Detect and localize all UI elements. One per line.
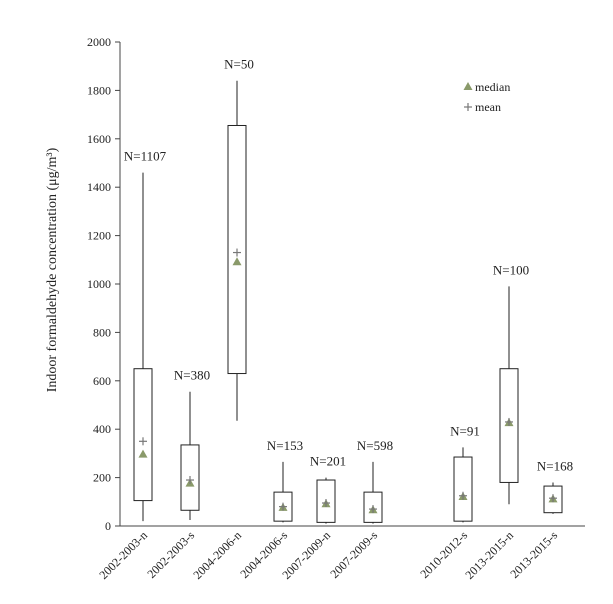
x-category-label: 2004-2006-n xyxy=(190,528,244,582)
iqr-box xyxy=(133,368,153,502)
mean-marker xyxy=(322,499,330,508)
mean-marker xyxy=(369,505,377,514)
n-label: N=91 xyxy=(450,423,480,438)
y-tick-label: 1200 xyxy=(87,229,111,243)
box-series: N=1107 2002-2003-n N=380 2002-2003-s N=50 200… xyxy=(96,57,573,582)
y-tick-label: 600 xyxy=(93,374,111,388)
y-tick-label: 1600 xyxy=(87,132,111,146)
legend-median-icon xyxy=(463,82,473,90)
y-tick-label: 800 xyxy=(93,325,111,339)
axes: 0 200 400 600 800 1000 1200 1400 1600 1800 2000 xyxy=(87,35,585,533)
mean-marker xyxy=(505,417,513,426)
x-category-label: 2013-2015-s xyxy=(507,528,560,581)
y-tick-label: 1000 xyxy=(87,277,111,291)
y-tick-label: 0 xyxy=(105,519,111,533)
y-tick-label: 1400 xyxy=(87,180,111,194)
mean-marker xyxy=(549,494,557,503)
n-label: N=50 xyxy=(224,57,254,72)
mean-marker xyxy=(279,502,287,511)
median-marker xyxy=(138,449,148,458)
legend: median mean xyxy=(463,80,510,114)
mean-marker xyxy=(233,248,241,257)
box-2013-2015-n: N=100 2013-2015-n xyxy=(462,262,529,582)
mean-marker xyxy=(139,437,147,446)
n-label: N=598 xyxy=(357,438,393,453)
box-2002-2003-s: N=380 2002-2003-s xyxy=(144,368,210,581)
n-label: N=380 xyxy=(174,368,210,383)
y-tick-label: 2000 xyxy=(87,35,111,49)
n-label: N=1107 xyxy=(124,149,167,164)
x-category-label: 2002-2003-s xyxy=(144,528,197,581)
iqr-box xyxy=(453,456,473,522)
mean-marker xyxy=(186,476,194,485)
legend-median-label: median xyxy=(475,80,510,94)
x-category-label: 2002-2003-n xyxy=(96,528,150,582)
y-tick-label: 1800 xyxy=(87,83,111,97)
box-2002-2003-n: N=1107 2002-2003-n xyxy=(96,149,166,582)
x-category-label: 2013-2015-n xyxy=(462,528,516,582)
n-label: N=201 xyxy=(310,454,346,469)
y-tick-label: 400 xyxy=(93,422,111,436)
y-axis-label: Indoor formaldehyde concentration (μg/m³… xyxy=(45,147,60,392)
n-label: N=168 xyxy=(537,458,573,473)
n-label: N=100 xyxy=(493,262,529,277)
n-label: N=153 xyxy=(267,438,303,453)
x-category-label: 2007-2009-s xyxy=(327,528,380,581)
y-tick-label: 200 xyxy=(93,471,111,485)
legend-mean-label: mean xyxy=(475,100,501,114)
box-2004-2006-n: N=50 2004-2006-n xyxy=(190,57,253,582)
legend-mean-icon xyxy=(464,103,472,111)
median-marker xyxy=(232,257,242,266)
mean-marker xyxy=(459,491,467,500)
